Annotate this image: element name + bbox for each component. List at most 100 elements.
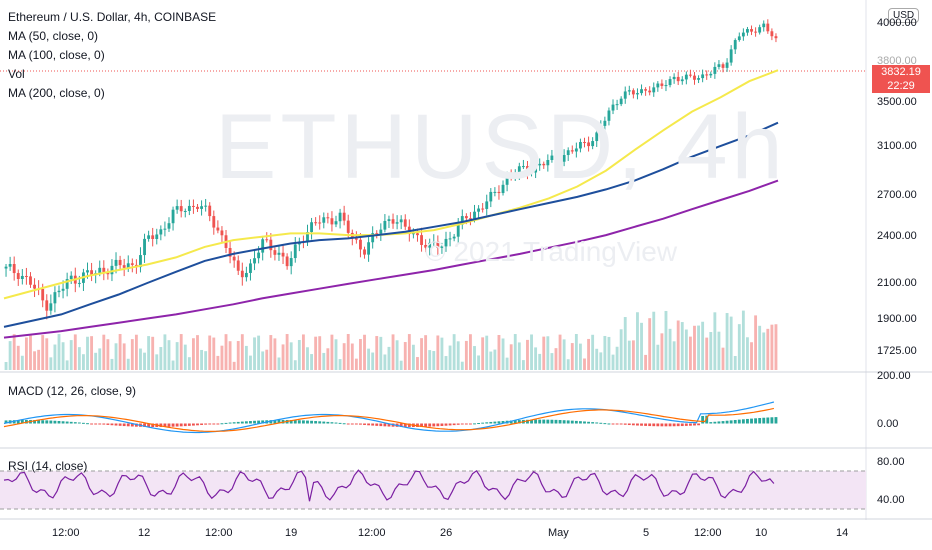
volume-bar	[118, 334, 122, 370]
volume-bar	[224, 334, 228, 370]
signal-line	[3, 407, 775, 433]
macd-histogram-bar	[57, 420, 61, 424]
macd-histogram-bar	[570, 420, 574, 424]
candle-body	[139, 255, 142, 268]
macd-histogram-bar	[77, 422, 81, 424]
macd-histogram-bar	[595, 422, 599, 424]
volume-bar	[363, 334, 366, 370]
price-tick: 2400.00	[877, 230, 917, 242]
macd-histogram-bar	[741, 419, 745, 424]
candle-body	[114, 259, 118, 266]
macd-histogram-bar	[693, 423, 696, 426]
time-tick: 12:00	[205, 527, 233, 539]
macd-histogram-bar	[452, 423, 456, 426]
volume-bar	[754, 315, 758, 370]
macd-histogram-bar	[220, 423, 224, 425]
candle-body	[546, 160, 550, 166]
candle-body	[631, 90, 635, 95]
candle-body	[41, 288, 45, 301]
macd-histogram-bar	[733, 419, 737, 424]
legend-vol[interactable]: Vol	[8, 67, 25, 81]
volume-bars	[4, 310, 778, 370]
candle-body	[90, 270, 94, 276]
volume-bar	[228, 341, 232, 370]
macd-histogram-bar	[607, 423, 611, 425]
candle-body	[375, 233, 379, 235]
volume-bar	[61, 342, 65, 370]
macd-histogram-bar	[530, 419, 533, 424]
macd-histogram-bar	[310, 420, 313, 424]
macd-histogram-bar	[469, 423, 472, 425]
volume-bar	[530, 334, 533, 370]
volume-bar	[375, 336, 379, 370]
candle-body	[566, 150, 570, 156]
volume-bar	[314, 336, 318, 370]
macd-histogram-bar	[770, 417, 774, 424]
candle-body	[440, 246, 444, 248]
candle-body	[29, 276, 32, 285]
macd-histogram-bar	[16, 420, 20, 424]
chart-title[interactable]: Ethereum / U.S. Dollar, 4h, COINBASE	[8, 10, 217, 24]
volume-bar	[774, 324, 778, 370]
volume-bar	[452, 334, 456, 370]
candle-body	[212, 216, 216, 228]
macd-histogram-bar	[460, 423, 464, 425]
candle-body	[318, 222, 322, 224]
currency-button[interactable]: USD	[888, 8, 920, 23]
volume-bar	[460, 361, 464, 370]
candle-body	[615, 104, 619, 106]
macd-label[interactable]: MACD (12, 26, close, 9)	[8, 384, 137, 398]
macd-histogram-bar	[762, 417, 766, 424]
rsi-label[interactable]: RSI (14, close)	[8, 459, 88, 473]
volume-bar	[232, 361, 236, 370]
volume-bar	[37, 349, 41, 370]
macd-histogram-bar	[574, 420, 578, 424]
symbol-watermark: ETHUSD, 4h	[215, 96, 787, 198]
volume-bar	[236, 341, 240, 370]
candle-body	[98, 267, 102, 274]
candle-body	[261, 239, 265, 253]
volume-bar	[163, 334, 167, 370]
macd-histogram-bar	[196, 423, 199, 426]
macd-histogram-bar	[383, 423, 387, 427]
volume-bar	[746, 337, 749, 370]
rsi-pane	[3, 469, 775, 502]
copyright-watermark: © 2021 TradingView	[425, 236, 678, 267]
macd-histogram-bar	[709, 422, 713, 424]
macd-histogram-bar	[82, 422, 85, 424]
volume-bar	[387, 346, 391, 370]
candle-body	[619, 98, 623, 105]
volume-bar	[477, 355, 481, 370]
volume-bar	[440, 337, 444, 370]
candle-body	[770, 31, 774, 37]
volume-bar	[737, 324, 741, 370]
volume-bar	[725, 313, 729, 370]
legend-ma100[interactable]: MA (100, close, 0)	[8, 48, 105, 62]
macd-histogram-bar	[485, 422, 489, 424]
candle-body	[725, 62, 729, 68]
macd-histogram-bar	[232, 422, 236, 424]
volume-bar	[713, 312, 717, 370]
candle-body	[77, 282, 81, 284]
candle-body	[729, 49, 733, 63]
rsi-band	[0, 471, 866, 509]
macd-histogram-bar	[261, 420, 265, 424]
macd-histogram-bar	[90, 423, 94, 425]
volume-bar	[566, 359, 570, 370]
candle-body	[554, 155, 558, 160]
candle-body	[322, 217, 326, 223]
legend-ma200[interactable]: MA (200, close, 0)	[8, 86, 105, 100]
volume-bar	[509, 344, 513, 370]
volume-bar	[436, 335, 440, 370]
candle-body	[277, 252, 281, 255]
legend-ma50[interactable]: MA (50, close, 0)	[8, 29, 99, 43]
macd-histogram-bar	[473, 423, 476, 425]
macd-histogram-bar	[53, 420, 57, 424]
candle-body	[489, 191, 493, 202]
volume-bar	[619, 329, 623, 370]
candle-body	[574, 148, 578, 152]
volume-bar	[175, 342, 179, 370]
candle-body	[326, 217, 330, 219]
volume-bar	[688, 336, 692, 370]
